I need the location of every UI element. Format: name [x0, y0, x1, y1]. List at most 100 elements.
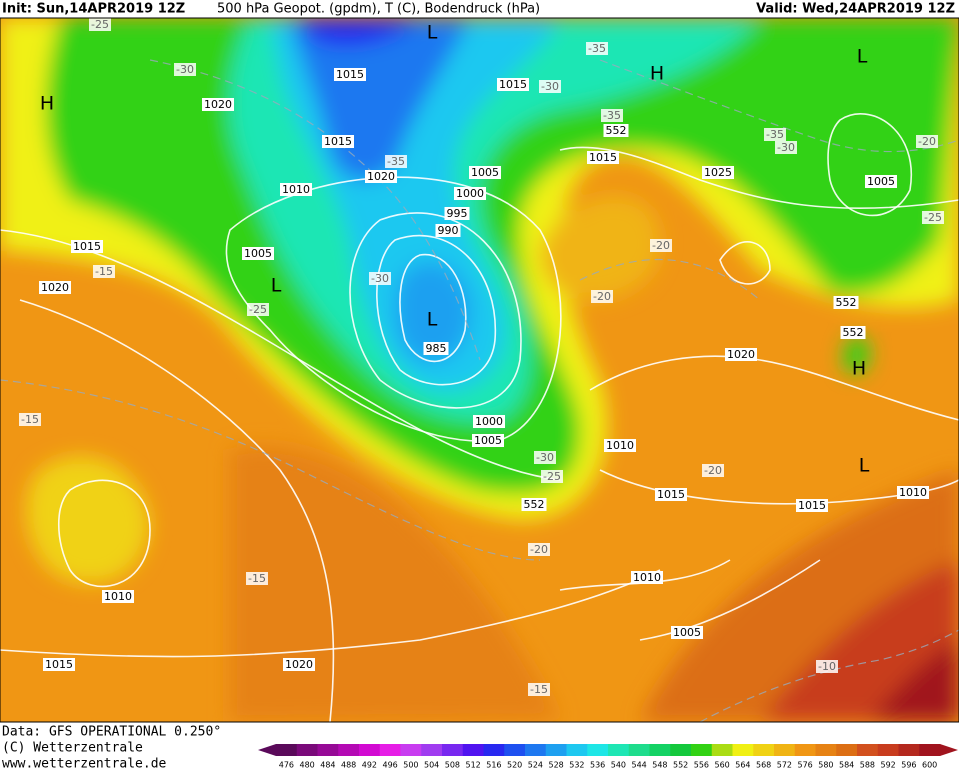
label-box — [202, 98, 234, 111]
colorbar-label: 520 — [507, 761, 522, 770]
temperature-label: -35 — [387, 155, 405, 168]
label-box — [43, 658, 75, 671]
isoline-label: 1015 — [499, 78, 527, 91]
temperature-label: -15 — [95, 265, 113, 278]
isoline-label: 1020 — [204, 98, 232, 111]
label-box — [702, 464, 724, 477]
label-box — [444, 207, 470, 220]
valid-time: Valid: Wed,24APR2019 12Z — [756, 2, 955, 17]
map-frame — [0, 17, 959, 723]
label-box — [19, 413, 41, 426]
isoline-label: 552 — [836, 296, 857, 309]
label-box — [322, 135, 354, 148]
colorbar-cell — [898, 744, 920, 756]
colorbar-label: 500 — [403, 761, 418, 770]
label-box — [591, 290, 613, 303]
colorbar-cell — [857, 744, 879, 756]
high-marker: H — [40, 93, 54, 115]
colorbar-label: 556 — [694, 761, 709, 770]
website: www.wetterzentrale.de — [2, 757, 167, 770]
colorbar-label: 508 — [445, 761, 460, 770]
temperature-label: -30 — [536, 451, 554, 464]
label-box — [833, 296, 859, 309]
label-box — [840, 326, 866, 339]
isoline-label: 1005 — [471, 166, 499, 179]
colorbar-label: 540 — [611, 761, 626, 770]
colorbar-cell — [483, 744, 505, 756]
low-marker: L — [271, 275, 282, 297]
colorbar-cell — [317, 744, 339, 756]
isoline-label: 1010 — [633, 571, 661, 584]
isoline-label: 1000 — [456, 187, 484, 200]
high-marker: H — [852, 358, 866, 380]
temperature-label: -15 — [248, 572, 266, 585]
temperature-label: -20 — [530, 543, 548, 556]
field-yellow-cell — [26, 456, 150, 584]
colorbar-cell — [525, 744, 547, 756]
label-box — [897, 486, 929, 499]
label-box — [454, 187, 486, 200]
temperature-label: -10 — [818, 660, 836, 673]
colorbar-cell — [379, 744, 401, 756]
colorbar-cell — [815, 744, 837, 756]
isoline-label: 1015 — [657, 488, 685, 501]
colorbar-label: 564 — [735, 761, 750, 770]
colorbar-label: 584 — [839, 761, 854, 770]
temperature-label: -20 — [704, 464, 722, 477]
isoline-label: 1010 — [899, 486, 927, 499]
label-box — [603, 124, 629, 137]
low-marker: L — [427, 22, 438, 44]
colorbar-label: 592 — [880, 761, 895, 770]
isoline-label: 1020 — [727, 348, 755, 361]
isoline-label: 1005 — [474, 434, 502, 447]
isoline-label: 1015 — [324, 135, 352, 148]
label-box — [528, 683, 550, 696]
label-box — [655, 488, 687, 501]
label-box — [472, 434, 504, 447]
label-box — [528, 543, 550, 556]
colorbar-label: 492 — [362, 761, 377, 770]
colorbar-cell — [753, 744, 775, 756]
colorbar-cell — [711, 744, 733, 756]
map-area: -25 -30 1020 H 1015 L 1015 -35 1020 1010 1015 -30 -3… — [0, 18, 959, 722]
label-box — [469, 166, 501, 179]
isoline-label: 1020 — [41, 281, 69, 294]
colorbar-cell — [836, 744, 858, 756]
chart-title: 500 hPa Geopot. (gpdm), T (C), Bodendruc… — [217, 2, 540, 17]
colorbar-cell — [919, 744, 941, 756]
temperature-label: -25 — [91, 18, 109, 31]
colorbar-cell — [421, 744, 443, 756]
label-box — [796, 499, 828, 512]
colorbar-cell — [296, 744, 318, 756]
low-marker: L — [427, 309, 438, 331]
isoline-label: 1015 — [73, 240, 101, 253]
label-box — [242, 247, 274, 260]
label-box — [247, 303, 269, 316]
temperature-label: -30 — [176, 63, 194, 76]
colorbar-cell — [462, 744, 484, 756]
label-box — [587, 151, 619, 164]
low-marker: L — [859, 455, 870, 477]
isoline-label: 1015 — [336, 68, 364, 81]
label-box — [334, 68, 366, 81]
temperature-label: -35 — [603, 109, 621, 122]
colorbar-label: 536 — [590, 761, 605, 770]
label-box — [280, 183, 312, 196]
temperature-label: -15 — [21, 413, 39, 426]
isoline-label: 1015 — [798, 499, 826, 512]
data-source: Data: GFS OPERATIONAL 0.250° — [2, 725, 221, 740]
colorbar-cell — [628, 744, 650, 756]
colorbar-cell — [794, 744, 816, 756]
label-box — [435, 224, 461, 237]
colorbar-cell — [400, 744, 422, 756]
colorbar-cell — [276, 744, 298, 756]
colorbar-label: 576 — [797, 761, 812, 770]
colorbar-arrow-high — [940, 744, 958, 756]
colorbar-label: 484 — [320, 761, 335, 770]
label-box — [365, 170, 397, 183]
label-box — [604, 439, 636, 452]
colorbar-label: 488 — [341, 761, 356, 770]
label-box — [601, 109, 623, 122]
